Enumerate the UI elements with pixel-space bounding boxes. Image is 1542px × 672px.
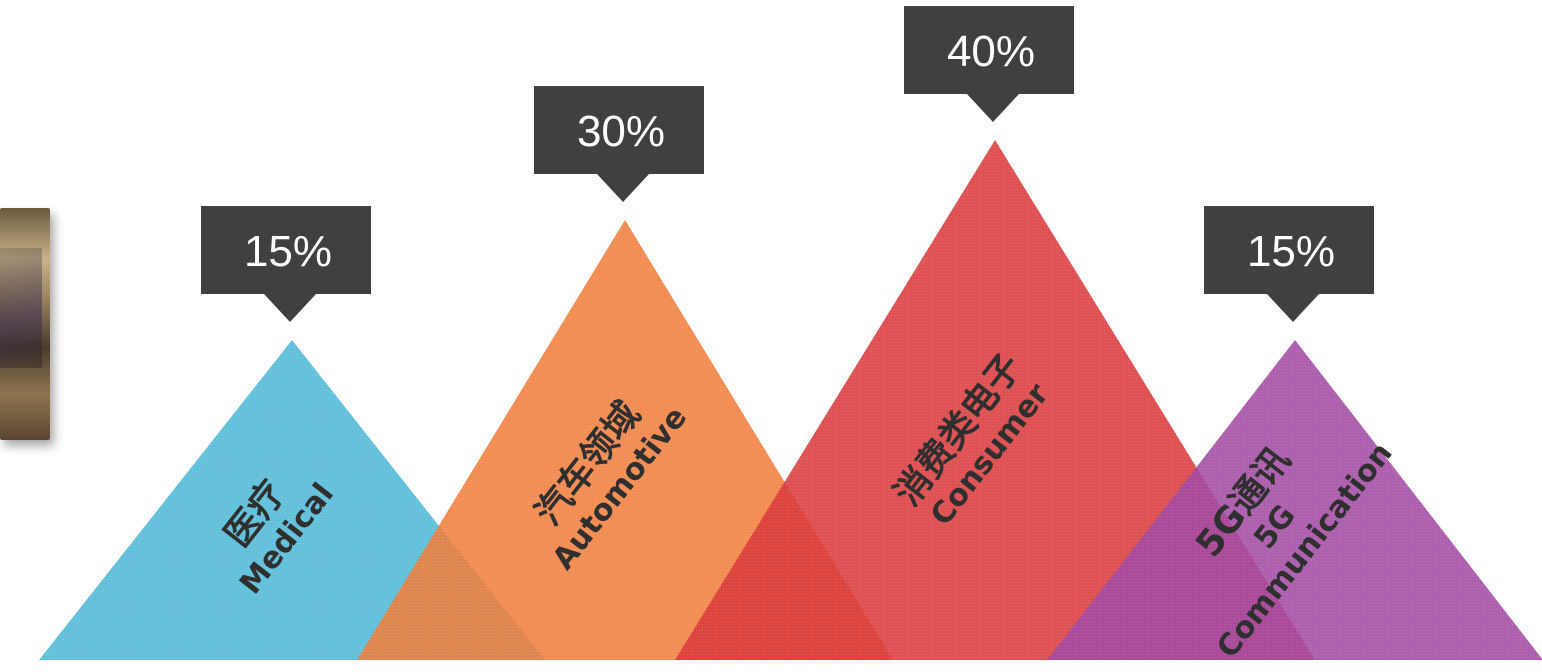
value-label-3: 40% (947, 27, 1035, 76)
value-callout-1 (201, 206, 371, 322)
value-callout-2 (534, 86, 704, 202)
triangle-texture-4 (1047, 340, 1542, 660)
value-label-2: 30% (577, 107, 665, 156)
value-label-4: 15% (1247, 227, 1335, 276)
cropped-photo-image (0, 208, 50, 440)
value-callout-3 (904, 6, 1074, 122)
value-callout-4 (1204, 206, 1374, 322)
value-label-1: 15% (244, 227, 332, 276)
